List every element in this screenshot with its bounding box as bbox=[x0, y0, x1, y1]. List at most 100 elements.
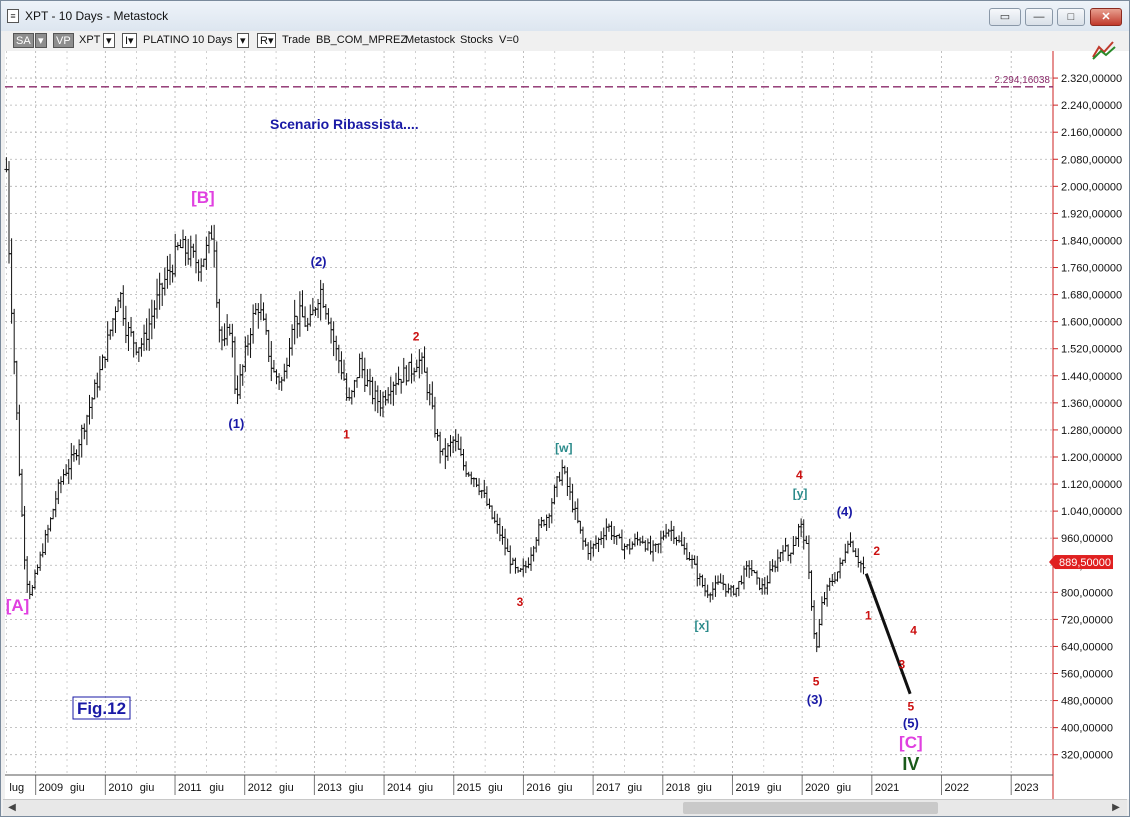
x-tick-label: 2015 bbox=[457, 782, 481, 794]
last-price-marker bbox=[1055, 555, 1113, 570]
y-tick-label: 400,00000 bbox=[1061, 723, 1113, 735]
x-tick-label: 2012 bbox=[248, 782, 272, 794]
figure-label-box bbox=[72, 696, 131, 720]
symbol-dropdown[interactable]: ▾ bbox=[103, 33, 115, 48]
maximize-icon[interactable]: □ bbox=[1057, 8, 1085, 26]
x-tick-label: giu bbox=[349, 782, 364, 794]
wave-label: 4 bbox=[910, 624, 917, 638]
chart-title: Scenario Ribassista.... bbox=[270, 116, 419, 132]
y-tick-label: 320,00000 bbox=[1061, 750, 1113, 762]
scrollbar-thumb[interactable] bbox=[683, 802, 938, 814]
wave-label: (5) bbox=[903, 716, 919, 731]
wave-label: [y] bbox=[793, 487, 808, 501]
sa-arrow[interactable]: ▾ bbox=[35, 33, 47, 48]
y-tick-label: 1.200,00000 bbox=[1061, 452, 1122, 464]
wave-label: 5 bbox=[813, 674, 820, 688]
chart-toolbar: SA ▾ VP XPT ▾ I▾ PLATINO 10 Days ▾ R▾ Tr… bbox=[3, 31, 1053, 51]
wave-label: [x] bbox=[694, 619, 709, 633]
x-tick-label: 2022 bbox=[945, 782, 969, 794]
broker-label: BB_COM_MPREZ bbox=[316, 34, 408, 46]
y-tick-label: 480,00000 bbox=[1061, 696, 1113, 708]
price-chart[interactable]: 2.320,00000 2.240,00000 2.160,00000 2.080,0… bbox=[3, 31, 1129, 799]
horizontal-scrollbar[interactable]: ◀ ▶ bbox=[3, 799, 1127, 816]
y-tick-label: 1.920,00000 bbox=[1061, 208, 1122, 220]
x-tick-label: 2016 bbox=[526, 782, 550, 794]
wave-label: 3 bbox=[517, 595, 524, 609]
wave-label: 4 bbox=[796, 468, 803, 482]
x-tick-label: 2018 bbox=[666, 782, 690, 794]
y-tick-label: 1.120,00000 bbox=[1061, 479, 1122, 491]
y-axis-panel bbox=[1053, 51, 1129, 799]
wave-label: 3 bbox=[898, 657, 905, 671]
x-tick-label: giu bbox=[209, 782, 224, 794]
projection-line[interactable] bbox=[864, 573, 912, 695]
minimize-icon[interactable]: — bbox=[1025, 8, 1053, 26]
y-tick-label: 1.360,00000 bbox=[1061, 398, 1122, 410]
wave-label: 5 bbox=[908, 700, 915, 714]
symbol-menu[interactable]: I▾ bbox=[122, 33, 137, 48]
wave-label: (1) bbox=[228, 416, 244, 431]
x-tick-label: giu bbox=[697, 782, 712, 794]
y-tick-label: 800,00000 bbox=[1061, 587, 1113, 599]
plot-area[interactable] bbox=[5, 51, 1053, 775]
x-tick-label: 2013 bbox=[317, 782, 341, 794]
wave-label: IV bbox=[902, 754, 919, 774]
wave-label: (4) bbox=[837, 504, 853, 519]
y-tick-label: 1.840,00000 bbox=[1061, 235, 1122, 247]
scroll-right-icon[interactable]: ▶ bbox=[1112, 802, 1120, 813]
x-tick-label: 2023 bbox=[1014, 782, 1038, 794]
wave-label: 1 bbox=[865, 608, 872, 622]
y-tick-label: 2.240,00000 bbox=[1061, 100, 1122, 112]
x-tick-label: giu bbox=[418, 782, 433, 794]
vp-button[interactable]: VP bbox=[53, 33, 74, 48]
last-price-label: 889,50000 bbox=[1059, 557, 1111, 569]
restore-icon[interactable]: ▭ bbox=[989, 8, 1021, 26]
last-price-pointer bbox=[1049, 555, 1055, 570]
x-tick-label: giu bbox=[70, 782, 85, 794]
y-tick-label: 560,00000 bbox=[1061, 669, 1113, 681]
chart-window-icon[interactable]: ≡ bbox=[7, 9, 19, 23]
x-tick-label: lug bbox=[9, 782, 24, 794]
title-bar[interactable]: ≡ XPT - 10 Days - Metastock ▭ — □ ✕ bbox=[1, 1, 1129, 31]
y-tick-label: 1.440,00000 bbox=[1061, 371, 1122, 383]
security-name: PLATINO bbox=[143, 34, 190, 46]
x-tick-label: giu bbox=[627, 782, 642, 794]
x-tick-label: 2011 bbox=[178, 782, 202, 794]
y-tick-label: 1.680,00000 bbox=[1061, 290, 1122, 302]
y-tick-label: 1.520,00000 bbox=[1061, 344, 1122, 356]
source-label: Metastock bbox=[405, 34, 456, 46]
volume-label: V=0 bbox=[499, 34, 519, 46]
chart-tools-icon[interactable] bbox=[1091, 39, 1117, 61]
y-tick-label: 1.600,00000 bbox=[1061, 317, 1122, 329]
x-tick-label: 2010 bbox=[108, 782, 132, 794]
reference-line-label: 2.294,16038 bbox=[994, 75, 1050, 86]
window-title: XPT - 10 Days - Metastock bbox=[25, 9, 169, 23]
figure-label: Fig.12 bbox=[77, 699, 126, 718]
wave-label: (2) bbox=[311, 254, 327, 269]
x-tick-label: giu bbox=[558, 782, 573, 794]
close-icon[interactable]: ✕ bbox=[1090, 8, 1122, 26]
y-tick-label: 1.760,00000 bbox=[1061, 263, 1122, 275]
x-tick-label: 2020 bbox=[805, 782, 829, 794]
scroll-left-icon[interactable]: ◀ bbox=[8, 802, 16, 813]
x-tick-label: 2021 bbox=[875, 782, 899, 794]
x-tick-label: giu bbox=[279, 782, 294, 794]
sa-dropdown[interactable]: SA bbox=[13, 33, 34, 48]
y-tick-label: 2.320,00000 bbox=[1061, 73, 1122, 85]
y-tick-label: 1.280,00000 bbox=[1061, 425, 1122, 437]
trade-label[interactable]: Trade bbox=[282, 34, 311, 46]
symbol-label: XPT bbox=[79, 34, 101, 46]
wave-label: [A] bbox=[6, 596, 30, 615]
y-tick-label: 2.160,00000 bbox=[1061, 127, 1122, 139]
period-dropdown[interactable]: ▾ bbox=[237, 33, 249, 48]
x-axis-panel bbox=[5, 775, 1053, 799]
y-tick-label: 2.080,00000 bbox=[1061, 154, 1122, 166]
r-menu[interactable]: R▾ bbox=[257, 33, 277, 48]
x-tick-label: giu bbox=[767, 782, 782, 794]
wave-label: [w] bbox=[555, 441, 572, 455]
x-tick-label: giu bbox=[488, 782, 503, 794]
chart-svg: 2.320,00000 2.240,00000 2.160,00000 2.080,0… bbox=[4, 51, 1129, 799]
y-tick-label: 640,00000 bbox=[1061, 641, 1113, 653]
wave-label: [C] bbox=[899, 733, 923, 752]
